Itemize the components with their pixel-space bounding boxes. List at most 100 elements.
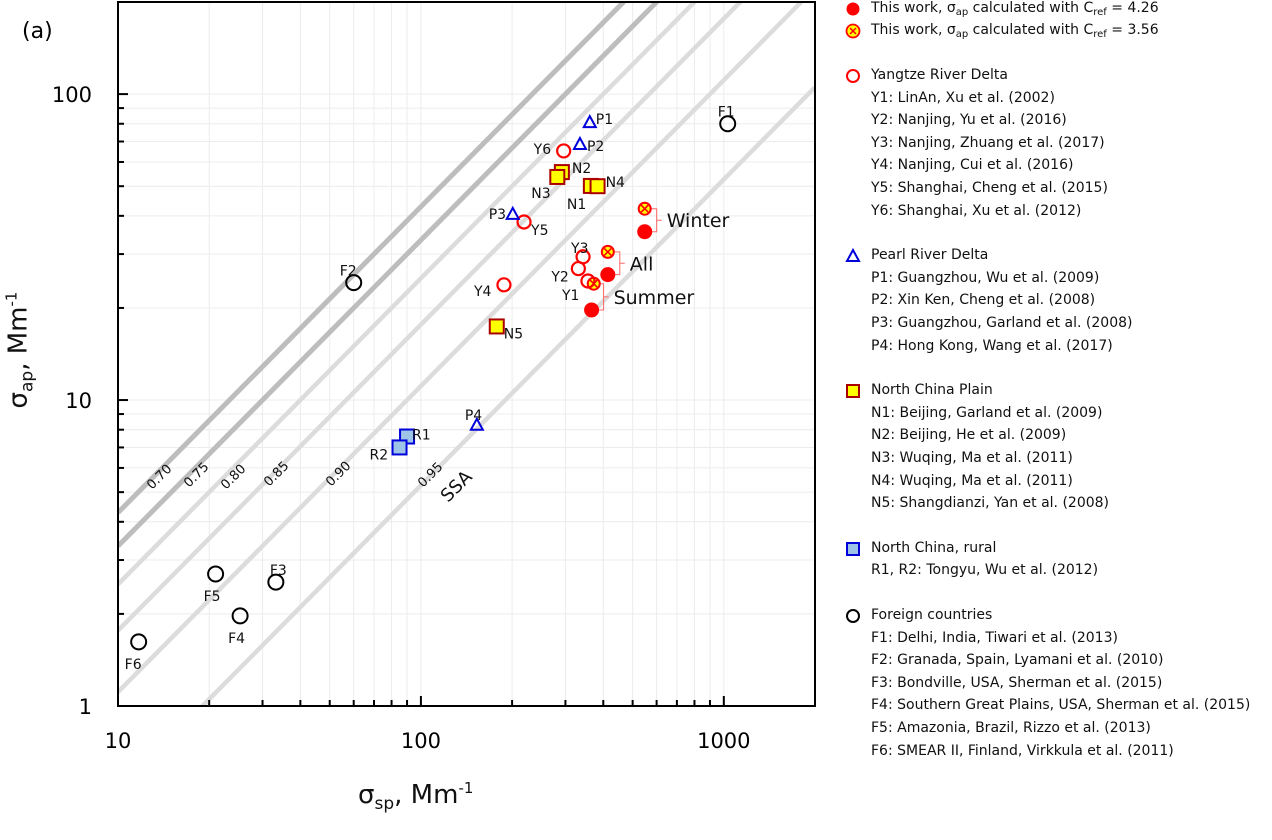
legend-item: Y3: Nanjing, Zhuang et al. (2017) xyxy=(871,134,1105,151)
point-label: F3 xyxy=(270,563,287,579)
legend-item: P2: Xin Ken, Cheng et al. (2008) xyxy=(871,292,1096,309)
x-tick-label: 10 xyxy=(105,729,132,753)
grid xyxy=(118,2,815,706)
ssa-line-0.95 xyxy=(199,85,815,706)
ssa-label: 0.85 xyxy=(261,459,292,490)
legend-item: Y5: Shanghai, Cheng et al. (2015) xyxy=(871,180,1108,196)
legend-item: Y6: Shanghai, Xu et al. (2012) xyxy=(871,202,1082,219)
point-label: R1 xyxy=(412,428,431,444)
data-point xyxy=(391,439,408,456)
data-point xyxy=(496,277,512,293)
data-point xyxy=(637,201,652,216)
marker-cross xyxy=(640,204,649,213)
point-label: P2 xyxy=(587,139,604,155)
point-label: Y6 xyxy=(533,142,552,158)
blue-square-icon xyxy=(845,541,861,561)
legend-item: P4: Hong Kong, Wang et al. (2017) xyxy=(871,337,1113,354)
ssa-lines xyxy=(118,2,815,706)
data-point xyxy=(584,302,600,318)
data-point xyxy=(589,178,606,195)
point-label: P1 xyxy=(596,112,613,128)
legend-group-title: North China Plain xyxy=(871,382,993,399)
data-point xyxy=(345,274,363,292)
point-label: F4 xyxy=(228,631,245,647)
data-point xyxy=(582,114,598,129)
y-tick-label: 10 xyxy=(65,389,92,413)
point-label: Y5 xyxy=(530,223,548,239)
yellow-square-icon xyxy=(845,383,861,403)
legend-item: Y1: LinAn, Xu et al. (2002) xyxy=(871,89,1055,106)
ssa-line-0.80 xyxy=(118,2,698,586)
panel-label: (a) xyxy=(22,19,53,44)
data-point xyxy=(580,273,596,289)
ssa-label: 0.70 xyxy=(144,462,175,493)
legend-item: N4: Wuqing, Ma et al. (2011) xyxy=(871,472,1073,489)
legend-group-title: Yangtze River Delta xyxy=(871,67,1008,83)
legend-item: F4: Southern Great Plains, USA, Sherman … xyxy=(871,697,1251,714)
point-label: Y4 xyxy=(473,284,492,300)
data-point xyxy=(505,205,521,220)
legend-group-title: Foreign countries xyxy=(871,607,993,623)
point-label: N1 xyxy=(567,197,586,213)
point-label: Y3 xyxy=(570,241,588,257)
black-circle-icon xyxy=(845,608,861,628)
data-point xyxy=(130,633,148,651)
point-label: N4 xyxy=(606,175,625,191)
legend-item: F2: Granada, Spain, Lyamani et al. (2010… xyxy=(871,652,1164,669)
filled-circle-icon xyxy=(846,2,860,16)
x-axis-label: σsp, Mm-1 xyxy=(358,779,474,814)
season-label: Winter xyxy=(667,210,730,232)
plot-frame xyxy=(117,1,816,707)
point-label: F6 xyxy=(125,657,142,673)
legend-item: P1: Guangzhou, Wu et al. (2009) xyxy=(871,269,1100,286)
y-tick-label: 100 xyxy=(52,83,92,107)
point-label: N5 xyxy=(504,326,523,342)
data-point xyxy=(556,143,572,159)
point-label: F2 xyxy=(340,264,357,280)
data-point xyxy=(600,267,616,283)
legend-item: N5: Shangdianzi, Yan et al. (2008) xyxy=(871,495,1110,512)
point-label: N3 xyxy=(531,186,550,202)
legend-this-work-1: This work, σap calculated with Cref = 4.… xyxy=(871,0,1159,18)
ssa-line-0.70 xyxy=(118,2,628,515)
ssa-label: 0.80 xyxy=(218,462,249,493)
data-point xyxy=(600,244,615,259)
data-point xyxy=(469,416,485,431)
x-tick-label: 1000 xyxy=(697,729,750,753)
data-point xyxy=(516,214,532,230)
ssa-line-0.75 xyxy=(118,2,661,548)
point-label: P4 xyxy=(465,408,482,424)
marker-cross xyxy=(603,247,612,256)
point-label: Y2 xyxy=(550,270,568,286)
data-point xyxy=(719,115,737,133)
point-label: F1 xyxy=(718,105,735,121)
x-tick-label: 100 xyxy=(401,729,441,753)
data-point xyxy=(549,168,566,185)
data-point xyxy=(575,249,591,265)
point-label: F5 xyxy=(204,589,221,605)
season-brackets: Winter All Summer xyxy=(597,208,730,311)
data-point xyxy=(267,573,285,591)
legend-item: Y2: Nanjing, Yu et al. (2016) xyxy=(871,112,1067,129)
ssa-label: 0.75 xyxy=(181,460,212,491)
y-axis-label: σap, Mm-1 xyxy=(2,291,38,409)
legend-item: F5: Amazonia, Brazil, Rizzo et al. (2013… xyxy=(871,720,1151,736)
legend-item: Y4: Nanjing, Cui et al. (2016) xyxy=(871,157,1074,174)
legend-item: F1: Delhi, India, Tiwari et al. (2013) xyxy=(871,629,1118,646)
axes: 10 100 1000 1 10 100 xyxy=(52,1,816,753)
data-point xyxy=(572,135,588,150)
data-point xyxy=(207,565,225,583)
season-label: All xyxy=(630,253,654,275)
legend-item: R1, R2: Tongyu, Wu et al. (2012) xyxy=(871,562,1099,579)
ssa-label: 0.90 xyxy=(323,459,354,490)
y-tick-label: 1 xyxy=(79,695,92,719)
point-label: R2 xyxy=(370,447,389,463)
crossed-circle-icon xyxy=(845,23,861,39)
data-point xyxy=(231,607,249,625)
legend-group-title: Pearl River Delta xyxy=(871,247,989,264)
legend-this-work-2: This work, σap calculated with Cref = 3.… xyxy=(871,22,1159,40)
point-label: P3 xyxy=(489,207,506,223)
season-label: Summer xyxy=(614,287,695,309)
